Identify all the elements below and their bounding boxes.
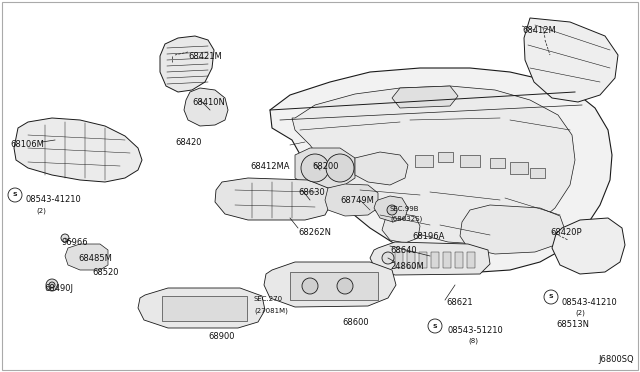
Text: 68421M: 68421M xyxy=(188,52,221,61)
Text: 68630: 68630 xyxy=(298,188,324,197)
Bar xyxy=(530,168,545,178)
Polygon shape xyxy=(395,252,403,268)
Polygon shape xyxy=(392,86,458,108)
Polygon shape xyxy=(382,214,420,243)
Text: 68200: 68200 xyxy=(312,162,339,171)
Circle shape xyxy=(302,278,318,294)
Text: 68106M: 68106M xyxy=(10,140,44,149)
Circle shape xyxy=(49,282,55,288)
Text: 08543-41210: 08543-41210 xyxy=(26,195,82,204)
Circle shape xyxy=(8,188,22,202)
Circle shape xyxy=(387,205,397,215)
Text: 68600: 68600 xyxy=(342,318,369,327)
Text: 68262N: 68262N xyxy=(298,228,331,237)
Circle shape xyxy=(337,278,353,294)
Text: 68640: 68640 xyxy=(390,246,417,255)
Bar xyxy=(438,152,453,162)
Text: 68420: 68420 xyxy=(175,138,202,147)
Polygon shape xyxy=(524,18,618,102)
Text: 68412M: 68412M xyxy=(522,26,556,35)
Polygon shape xyxy=(552,218,625,274)
Text: 68410N: 68410N xyxy=(192,98,225,107)
Bar xyxy=(162,296,247,321)
Text: 08543-51210: 08543-51210 xyxy=(448,326,504,335)
Text: (2): (2) xyxy=(575,310,585,317)
Text: 96966: 96966 xyxy=(62,238,88,247)
Polygon shape xyxy=(419,252,427,268)
Polygon shape xyxy=(431,252,439,268)
Polygon shape xyxy=(138,288,265,328)
Text: J6800SQ: J6800SQ xyxy=(598,355,634,364)
Text: S: S xyxy=(548,295,554,299)
Text: SEC.270: SEC.270 xyxy=(254,296,283,302)
Polygon shape xyxy=(295,148,355,188)
Text: (8): (8) xyxy=(468,337,478,343)
Text: 68900: 68900 xyxy=(208,332,234,341)
Circle shape xyxy=(301,154,329,182)
Polygon shape xyxy=(467,252,475,268)
Text: (27081M): (27081M) xyxy=(254,307,288,314)
Polygon shape xyxy=(14,118,142,182)
Text: 68621: 68621 xyxy=(446,298,472,307)
Text: 68490J: 68490J xyxy=(44,284,73,293)
Polygon shape xyxy=(370,242,490,275)
Text: 68420P: 68420P xyxy=(550,228,582,237)
Polygon shape xyxy=(443,252,451,268)
Polygon shape xyxy=(407,252,415,268)
Polygon shape xyxy=(325,184,378,216)
Circle shape xyxy=(382,252,394,264)
Bar xyxy=(415,155,433,167)
Circle shape xyxy=(61,234,69,242)
Polygon shape xyxy=(374,196,408,222)
Text: S: S xyxy=(13,192,17,198)
Polygon shape xyxy=(160,36,214,92)
Text: 68520: 68520 xyxy=(92,268,118,277)
Polygon shape xyxy=(460,205,565,254)
Text: 68485M: 68485M xyxy=(78,254,112,263)
Text: 68513N: 68513N xyxy=(556,320,589,329)
Bar xyxy=(510,162,528,174)
Polygon shape xyxy=(270,68,612,272)
Bar xyxy=(290,272,378,300)
Text: 08543-41210: 08543-41210 xyxy=(562,298,618,307)
Text: SEC.99B: SEC.99B xyxy=(390,206,419,212)
Circle shape xyxy=(326,154,354,182)
Polygon shape xyxy=(264,262,396,307)
Bar xyxy=(490,158,505,168)
Bar xyxy=(460,155,480,167)
Circle shape xyxy=(544,290,558,304)
Text: 68196A: 68196A xyxy=(412,232,444,241)
Text: (2): (2) xyxy=(36,207,46,214)
Text: 68749M: 68749M xyxy=(340,196,374,205)
Polygon shape xyxy=(292,86,575,244)
Polygon shape xyxy=(65,244,108,270)
Polygon shape xyxy=(355,152,408,185)
Text: 68412MA: 68412MA xyxy=(250,162,289,171)
Polygon shape xyxy=(455,252,463,268)
Text: 24860M: 24860M xyxy=(390,262,424,271)
Text: S: S xyxy=(433,324,437,328)
Polygon shape xyxy=(184,88,228,126)
Polygon shape xyxy=(215,178,332,220)
Circle shape xyxy=(428,319,442,333)
Text: (68632S): (68632S) xyxy=(390,216,422,222)
Circle shape xyxy=(46,279,58,291)
